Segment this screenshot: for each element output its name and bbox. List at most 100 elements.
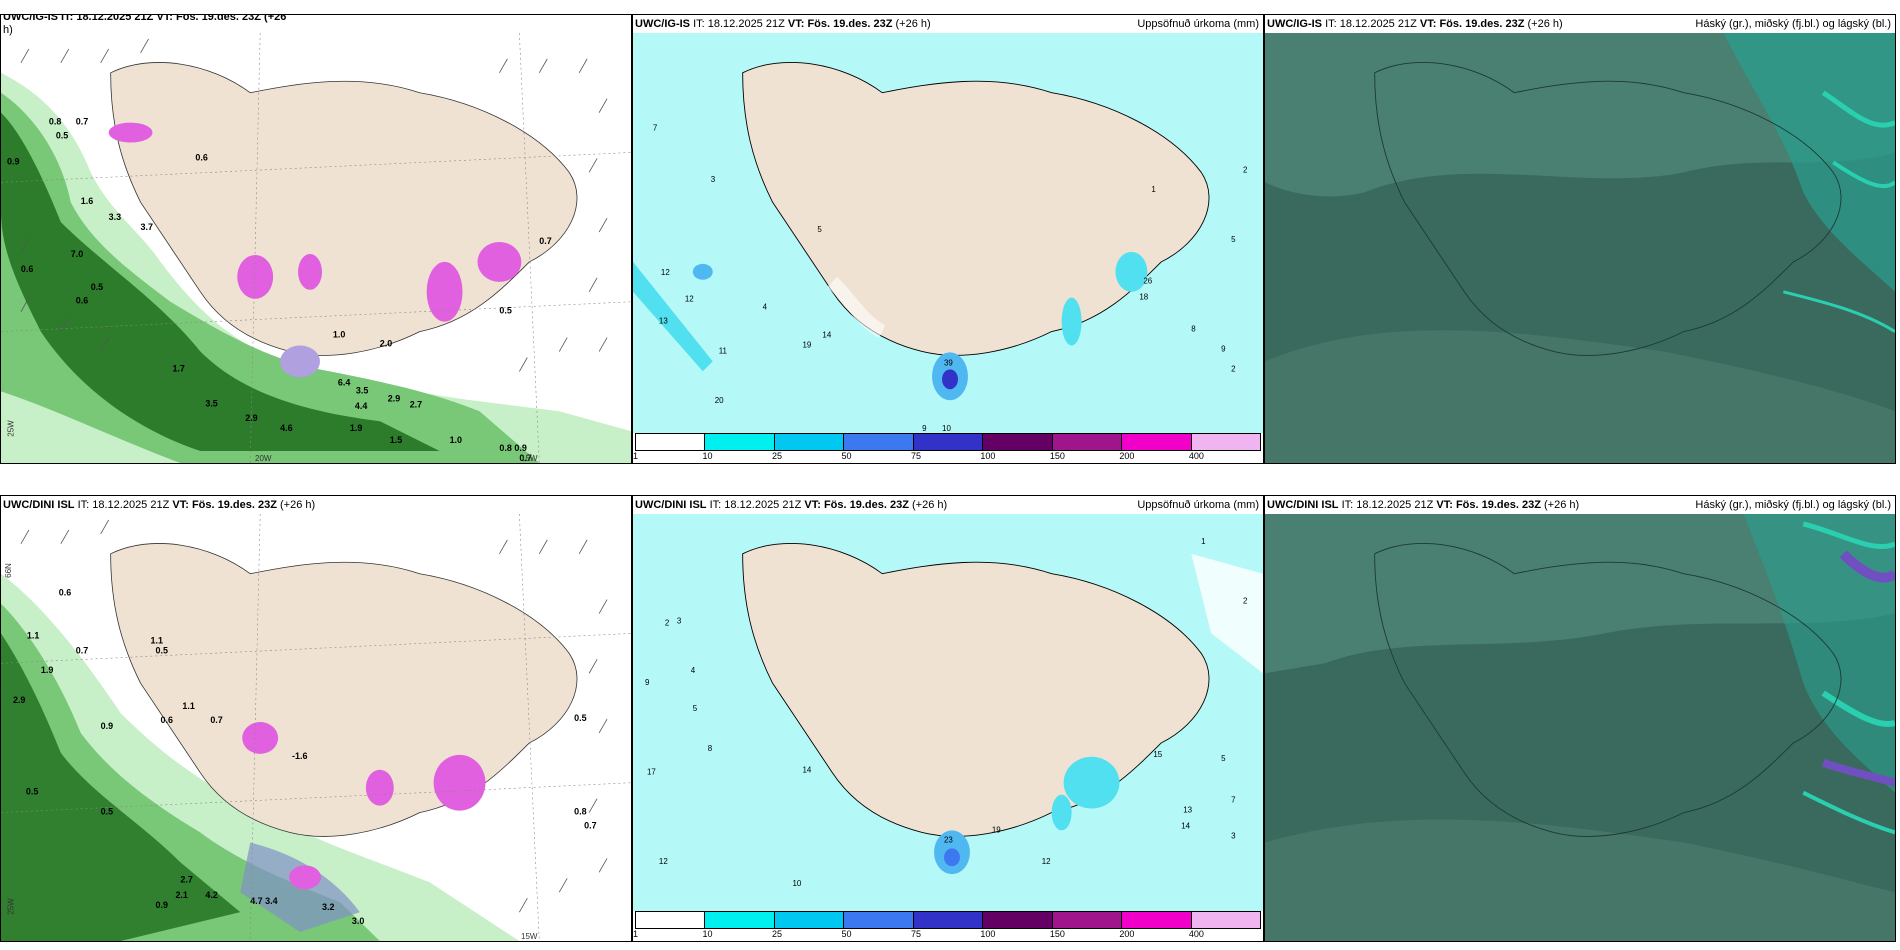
cbar-swatch (1122, 434, 1192, 450)
svg-text:0.5: 0.5 (101, 807, 113, 817)
cloud-label-top: Háský (gr.), miðský (fj.bl.) og lágský (… (1695, 18, 1891, 30)
lon-label-25w: 25W (6, 898, 16, 915)
svg-text:9: 9 (922, 424, 927, 433)
svg-text:3: 3 (1231, 831, 1236, 840)
cbar-tick: 50 (841, 929, 852, 939)
svg-text:15: 15 (1153, 750, 1162, 759)
precip-label-bottom: Uppsöfnuð úrkoma (mm) (1137, 499, 1259, 511)
wind-title-bottom: UWC/DINI ISL IT: 18.12.2025 21Z VT: Fös.… (3, 499, 316, 511)
svg-text:8: 8 (1191, 325, 1196, 334)
cloud-map-svg (1265, 33, 1895, 463)
svg-text:0.9: 0.9 (514, 443, 526, 453)
cbar-swatch (1191, 912, 1260, 928)
svg-text:0.6: 0.6 (59, 588, 71, 598)
cbar-tick: 50 (841, 451, 852, 461)
svg-text:0.5: 0.5 (91, 282, 103, 292)
svg-text:0.6: 0.6 (160, 715, 172, 725)
svg-text:18: 18 (1139, 293, 1148, 302)
cbar-tick: 25 (771, 451, 782, 461)
svg-text:4.6: 4.6 (280, 423, 292, 433)
svg-text:26: 26 (1143, 277, 1152, 286)
svg-text:0.9: 0.9 (7, 156, 19, 166)
svg-text:0.7: 0.7 (210, 715, 222, 725)
svg-text:4.4: 4.4 (355, 401, 367, 411)
svg-text:3.7: 3.7 (141, 222, 153, 232)
svg-text:0.7: 0.7 (584, 821, 596, 831)
svg-text:5: 5 (1231, 235, 1236, 244)
wind-title-top: UWC/IG-IS IT: 18.12.2025 21Z VT: Fös. 19… (3, 14, 287, 23)
svg-text:1.1: 1.1 (151, 635, 163, 645)
cloud-panel-bottom: UWC/DINI ISL IT: 18.12.2025 21Z VT: Fös.… (1264, 495, 1896, 942)
svg-text:0.5: 0.5 (499, 306, 511, 316)
cbar-tick: 200 (1119, 929, 1135, 939)
svg-text:12: 12 (1042, 857, 1051, 866)
svg-text:1.1: 1.1 (27, 630, 39, 640)
svg-text:-1.6: -1.6 (292, 751, 307, 761)
svg-text:39: 39 (944, 358, 953, 367)
svg-text:0.6: 0.6 (21, 264, 33, 274)
lon-label-15w: 15W (521, 932, 538, 941)
svg-text:9: 9 (645, 678, 650, 687)
precip-colorbar-bottom (635, 911, 1261, 929)
svg-text:3.5: 3.5 (356, 385, 368, 395)
svg-text:14: 14 (802, 766, 811, 775)
svg-text:19: 19 (802, 340, 811, 349)
svg-text:0.7: 0.7 (76, 645, 88, 655)
svg-text:3.5: 3.5 (205, 398, 217, 408)
cbar-tick: 75 (910, 929, 921, 939)
svg-text:1.6: 1.6 (81, 196, 93, 206)
lon-label-15w: 15W (521, 454, 538, 463)
cbar-swatch (774, 912, 845, 928)
precip-map-bottom: 3 2 9 4 5 8 17 12 14 10 23 19 15 13 14 1… (633, 514, 1263, 911)
cbar-swatch (1052, 912, 1123, 928)
svg-text:2.9: 2.9 (388, 393, 400, 403)
cbar-tick: 150 (1049, 451, 1065, 461)
cloud-label-bottom: Háský (gr.), miðský (fj.bl.) og lágský (… (1695, 499, 1891, 511)
svg-text:4: 4 (691, 666, 696, 675)
cbar-swatch (705, 434, 775, 450)
wind-map-top: 0.7 0.8 0.5 0.9 0.6 1.6 3.3 3.7 7.0 0.6 … (1, 33, 631, 463)
cbar-swatch (636, 912, 706, 928)
cbar-tick: 400 (1188, 929, 1204, 939)
cbar-tick: 100 (980, 451, 996, 461)
lon-label-20w: 20W (255, 454, 272, 463)
svg-text:0.8: 0.8 (49, 117, 61, 127)
svg-text:12: 12 (685, 295, 694, 304)
svg-text:1: 1 (1151, 185, 1156, 194)
svg-text:2: 2 (665, 618, 670, 627)
cbar-tick: 10 (702, 451, 713, 461)
svg-text:2.1: 2.1 (175, 890, 187, 900)
svg-text:1.0: 1.0 (450, 435, 462, 445)
cloud-map-top (1265, 33, 1895, 463)
svg-text:1.7: 1.7 (172, 363, 184, 373)
svg-text:2.7: 2.7 (410, 399, 422, 409)
cbar-swatch (913, 434, 984, 450)
precip-panel-bottom: UWC/DINI ISL IT: 18.12.2025 21Z VT: Fös.… (632, 495, 1264, 942)
svg-text:2: 2 (1231, 364, 1236, 373)
cloud-panel-top: UWC/IG-IS IT: 18.12.2025 21Z VT: Fös. 19… (1264, 14, 1896, 464)
cbar-swatch (983, 434, 1053, 450)
svg-text:0.9: 0.9 (101, 721, 113, 731)
svg-text:1: 1 (1201, 537, 1206, 546)
svg-text:23: 23 (944, 835, 953, 844)
svg-text:10: 10 (792, 879, 801, 888)
svg-text:4.2: 4.2 (205, 890, 217, 900)
svg-text:5: 5 (693, 704, 698, 713)
cbar-tick: 25 (771, 929, 782, 939)
svg-text:5: 5 (1221, 754, 1226, 763)
precip-colorbar-ticks-bottom: 1 10 25 50 75 100 150 200 400 (633, 929, 1261, 941)
svg-text:10: 10 (942, 424, 951, 433)
cbar-tick: 1 (633, 451, 639, 461)
svg-text:3.2: 3.2 (322, 902, 334, 912)
svg-text:7.0: 7.0 (71, 249, 83, 259)
wind-map-svg: 0.7 0.8 0.5 0.9 0.6 1.6 3.3 3.7 7.0 0.6 … (1, 33, 631, 463)
precip-map-top: 7 3 12 12 13 11 20 5 4 19 14 9 10 39 26 … (633, 33, 1263, 433)
precip-colorbar-top (635, 433, 1261, 451)
cbar-swatch (1122, 912, 1192, 928)
svg-text:0.8: 0.8 (499, 443, 511, 453)
svg-text:6.4: 6.4 (338, 377, 350, 387)
svg-text:17: 17 (647, 768, 656, 777)
cbar-tick: 10 (702, 929, 713, 939)
svg-text:0.7: 0.7 (539, 236, 551, 246)
svg-text:2: 2 (1243, 165, 1248, 174)
